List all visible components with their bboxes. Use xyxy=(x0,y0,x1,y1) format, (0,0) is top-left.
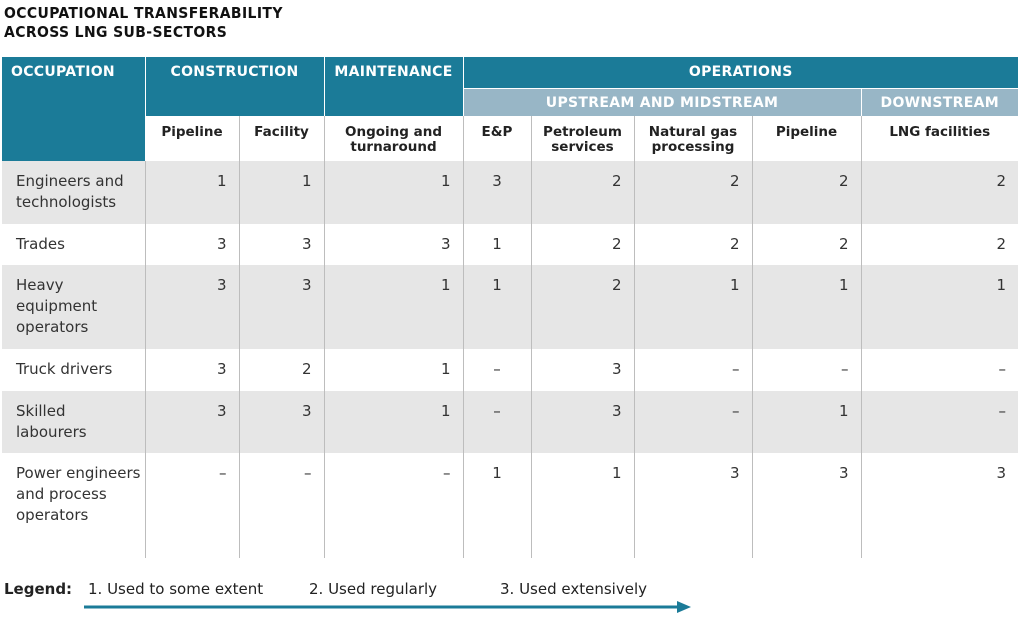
table-cell: 1 xyxy=(463,453,532,558)
header-downstream: DOWNSTREAM xyxy=(861,88,1018,116)
table-cell: 3 xyxy=(145,265,240,349)
table-cell: 2 xyxy=(531,161,635,224)
row-label: Power engineers and process operators xyxy=(2,453,146,558)
table-cell: 1 xyxy=(634,265,753,349)
table-title: OCCUPATIONAL TRANSFERABILITY ACROSS LNG … xyxy=(4,4,283,42)
row-label: Truck drivers xyxy=(2,349,146,391)
column-header: Petroleum services xyxy=(531,116,635,161)
table-cell: 3 xyxy=(324,224,464,265)
column-header: Ongoing and turnaround xyxy=(324,116,464,161)
table-cell: – xyxy=(239,453,325,558)
legend-item: 3. Used extensively xyxy=(500,580,647,598)
column-header: E&P xyxy=(463,116,532,161)
table-cell: – xyxy=(463,349,532,391)
table-row: Power engineers and process operators – … xyxy=(2,453,1018,558)
table-cell: – xyxy=(463,391,532,453)
table-cell: 3 xyxy=(463,161,532,224)
table-cell: 1 xyxy=(861,265,1018,349)
table-cell: 1 xyxy=(239,161,325,224)
table-cell: 3 xyxy=(145,391,240,453)
table-cell: 2 xyxy=(531,224,635,265)
table-cell: – xyxy=(861,391,1018,453)
row-label: Heavy equipment operators xyxy=(2,265,146,349)
row-label: Skilled labourers xyxy=(2,391,146,453)
table-cell: 1 xyxy=(145,161,240,224)
table-cell: 1 xyxy=(324,161,464,224)
table-cell: 3 xyxy=(239,391,325,453)
column-header: Pipeline xyxy=(145,116,240,161)
title-line-1: OCCUPATIONAL TRANSFERABILITY xyxy=(4,4,283,22)
table-cell: 1 xyxy=(463,265,532,349)
row-label: Trades xyxy=(2,224,146,265)
legend-arrow-icon xyxy=(84,601,691,613)
legend-item: 1. Used to some extent xyxy=(88,580,264,598)
column-header: Facility xyxy=(239,116,325,161)
header-upstream-midstream: UPSTREAM AND MIDSTREAM xyxy=(463,88,862,116)
column-header: Pipeline xyxy=(752,116,862,161)
column-header-row: Pipeline Facility Ongoing and turnaround… xyxy=(2,116,1018,161)
header-construction: CONSTRUCTION xyxy=(145,57,325,116)
table-cell: 3 xyxy=(239,265,325,349)
table-cell: 2 xyxy=(634,161,753,224)
table-cell: – xyxy=(634,391,753,453)
table-cell: 3 xyxy=(861,453,1018,558)
header-row-top: OCCUPATION CONSTRUCTION MAINTENANCE OPER… xyxy=(2,57,1018,161)
table-cell: 3 xyxy=(531,391,635,453)
table-cell: 3 xyxy=(634,453,753,558)
table-cell: – xyxy=(752,349,862,391)
table-cell: 1 xyxy=(752,265,862,349)
header-row-sub: UPSTREAM AND MIDSTREAM DOWNSTREAM xyxy=(2,88,1018,116)
table-row: Skilled labourers 3 3 1 – 3 – 1 – xyxy=(2,391,1018,453)
header-occupation: OCCUPATION xyxy=(2,57,146,161)
table-cell: 2 xyxy=(634,224,753,265)
table-cell: 3 xyxy=(531,349,635,391)
table-row: Truck drivers 3 2 1 – 3 – – – xyxy=(2,349,1018,391)
title-line-2: ACROSS LNG SUB-SECTORS xyxy=(4,23,228,41)
transferability-table: OCCUPATION CONSTRUCTION MAINTENANCE OPER… xyxy=(2,57,1018,558)
legend-item: 2. Used regularly xyxy=(309,580,438,598)
table-cell: 1 xyxy=(463,224,532,265)
table-row: Engineers and technologists 1 1 1 3 2 2 … xyxy=(2,161,1018,224)
table-cell: 2 xyxy=(752,224,862,265)
table-cell: 1 xyxy=(752,391,862,453)
table-cell: 2 xyxy=(531,265,635,349)
table-cell: 2 xyxy=(861,161,1018,224)
table-cell: 3 xyxy=(145,224,240,265)
table-cell: 1 xyxy=(324,349,464,391)
column-header: Natural gas processing xyxy=(634,116,753,161)
table-cell: 3 xyxy=(145,349,240,391)
row-label: Engineers and technologists xyxy=(2,161,146,224)
table-cell: 2 xyxy=(861,224,1018,265)
table-cell: 1 xyxy=(324,391,464,453)
table-cell: – xyxy=(145,453,240,558)
table-cell: 1 xyxy=(531,453,635,558)
table-cell: – xyxy=(861,349,1018,391)
table-cell: 3 xyxy=(752,453,862,558)
table-cell: 2 xyxy=(752,161,862,224)
table-row: Heavy equipment operators 3 3 1 1 2 1 1 … xyxy=(2,265,1018,349)
table-row: Trades 3 3 3 1 2 2 2 2 xyxy=(2,224,1018,265)
table-cell: – xyxy=(634,349,753,391)
table-cell: – xyxy=(324,453,464,558)
column-header: LNG facilities xyxy=(861,116,1018,161)
table-cell: 2 xyxy=(239,349,325,391)
legend-label: Legend: xyxy=(4,580,73,598)
table-cell: 3 xyxy=(239,224,325,265)
table-cell: 1 xyxy=(324,265,464,349)
header-operations: OPERATIONS xyxy=(463,57,1018,89)
header-maintenance: MAINTENANCE xyxy=(324,57,464,116)
